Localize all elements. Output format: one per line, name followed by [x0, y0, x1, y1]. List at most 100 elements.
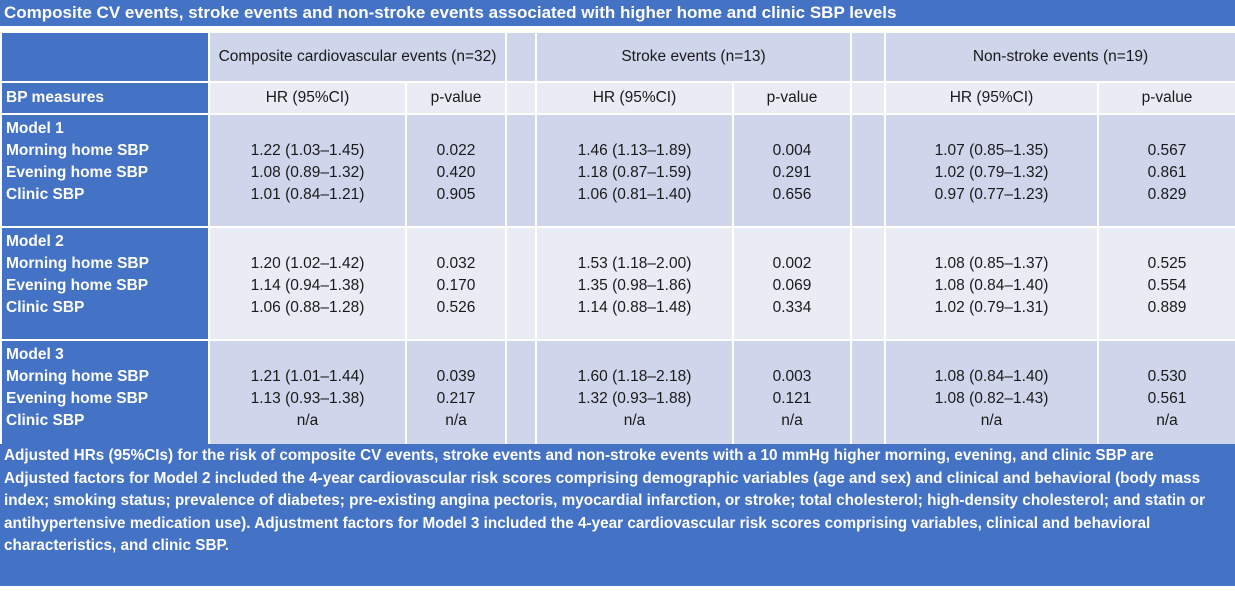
p-value: 0.039 — [436, 368, 476, 385]
hr-value: 1.01 (0.84–1.21) — [250, 186, 365, 203]
p-value: 0.905 — [436, 186, 476, 203]
p-value: 0.032 — [436, 255, 476, 272]
p-value: 0.022 — [436, 142, 476, 159]
row-label: Morning home SBP — [6, 255, 149, 272]
spacer-cell — [505, 339, 537, 454]
spacer-cell — [505, 226, 537, 341]
spacer-cell — [850, 31, 887, 83]
p-value: 0.291 — [772, 164, 812, 181]
p-value: 0.069 — [772, 277, 812, 294]
hr-value: n/a — [980, 412, 1003, 429]
model-name: Model 1 — [6, 120, 64, 137]
p-value: 0.554 — [1147, 277, 1187, 294]
model-name: Model 3 — [6, 346, 64, 363]
spacer-cell — [505, 81, 537, 115]
row-label: Evening home SBP — [6, 164, 149, 181]
row-label: Morning home SBP — [6, 142, 149, 159]
hr-value: 1.20 (1.02–1.42) — [250, 255, 365, 272]
composite-hr-cell: 1.20 (1.02–1.42) 1.14 (0.94–1.38) 1.06 (… — [208, 226, 407, 341]
model-block-2: Model 2 Morning home SBP Evening home SB… — [0, 226, 1235, 341]
p-value: 0.420 — [436, 164, 476, 181]
p-value: n/a — [1156, 412, 1178, 429]
hr-value: 1.14 (0.94–1.38) — [250, 277, 365, 294]
sub-header-row: BP measures HR (95%CI) p-value HR (95%CI… — [0, 81, 1235, 115]
row-label: Morning home SBP — [6, 368, 149, 385]
p-value: 0.170 — [436, 277, 476, 294]
nonstroke-hr-header: HR (95%CI) — [884, 81, 1100, 115]
model-label-cell: Model 1 Morning home SBP Evening home SB… — [0, 113, 210, 228]
table-footnote: Adjusted HRs (95%CIs) for the risk of co… — [0, 444, 1235, 586]
p-value: n/a — [781, 412, 803, 429]
nonstroke-p-cell: 0.525 0.554 0.889 — [1097, 226, 1235, 341]
stroke-p-cell: 0.002 0.069 0.334 — [731, 226, 853, 341]
hr-value: 1.08 (0.89–1.32) — [250, 164, 365, 181]
hr-value: n/a — [296, 412, 319, 429]
hr-value: n/a — [623, 412, 646, 429]
model-name: Model 2 — [6, 233, 64, 250]
stroke-hr-cell: 1.60 (1.18–2.18) 1.32 (0.93–1.88) n/a — [535, 339, 734, 454]
spacer-cell — [850, 339, 887, 454]
composite-hr-cell: 1.21 (1.01–1.44) 1.13 (0.93–1.38) n/a — [208, 339, 407, 454]
row-label: Clinic SBP — [6, 299, 85, 316]
composite-p-cell: 0.039 0.217 n/a — [405, 339, 507, 454]
stroke-p-header: p-value — [731, 81, 853, 115]
hr-value: 1.14 (0.88–1.48) — [577, 299, 692, 316]
p-value: 0.004 — [772, 142, 812, 159]
composite-p-header: p-value — [405, 81, 507, 115]
stroke-header: Stroke events (n=13) — [534, 31, 853, 83]
row-label: Evening home SBP — [6, 277, 149, 294]
p-value: 0.567 — [1147, 142, 1187, 159]
p-value: 0.217 — [436, 390, 476, 407]
hr-value: 1.46 (1.13–1.89) — [577, 142, 692, 159]
composite-header: Composite cardiovascular events (n=32) — [208, 31, 507, 83]
composite-p-cell: 0.022 0.420 0.905 — [405, 113, 507, 228]
p-value: 0.334 — [772, 299, 812, 316]
table-title: Composite CV events, stroke events and n… — [0, 0, 1235, 26]
stroke-hr-cell: 1.46 (1.13–1.89) 1.18 (0.87–1.59) 1.06 (… — [535, 113, 734, 228]
p-value: 0.121 — [772, 390, 812, 407]
group-header-row: Composite cardiovascular events (n=32) S… — [0, 31, 1235, 83]
hr-value: 1.53 (1.18–2.00) — [577, 255, 692, 272]
nonstroke-header: Non-stroke events (n=19) — [884, 31, 1235, 83]
model-block-1: Model 1 Morning home SBP Evening home SB… — [0, 113, 1235, 228]
hr-value: 1.06 (0.81–1.40) — [577, 186, 692, 203]
nonstroke-hr-cell: 1.08 (0.84–1.40) 1.08 (0.82–1.43) n/a — [884, 339, 1100, 454]
bp-measures-header: BP measures — [0, 81, 210, 115]
results-table: Composite cardiovascular events (n=32) S… — [0, 31, 1235, 454]
hr-value: 1.60 (1.18–2.18) — [577, 368, 692, 385]
spacer-cell — [850, 81, 887, 115]
composite-p-cell: 0.032 0.170 0.526 — [405, 226, 507, 341]
p-value: 0.561 — [1147, 390, 1187, 407]
hr-value: 1.08 (0.85–1.37) — [934, 255, 1049, 272]
corner-header-cell — [0, 31, 210, 83]
stroke-hr-header: HR (95%CI) — [535, 81, 734, 115]
spacer-cell — [850, 113, 887, 228]
footnote-line-2: Adjusted factors for Model 2 included th… — [4, 469, 1206, 555]
nonstroke-p-cell: 0.567 0.861 0.829 — [1097, 113, 1235, 228]
hr-value: 1.08 (0.84–1.40) — [934, 368, 1049, 385]
composite-hr-cell: 1.22 (1.03–1.45) 1.08 (0.89–1.32) 1.01 (… — [208, 113, 407, 228]
stroke-p-cell: 0.003 0.121 n/a — [731, 339, 853, 454]
p-value: 0.829 — [1147, 186, 1187, 203]
hr-value: 1.06 (0.88–1.28) — [250, 299, 365, 316]
hr-value: 1.08 (0.82–1.43) — [934, 390, 1049, 407]
spacer-cell — [505, 113, 537, 228]
nonstroke-hr-cell: 1.07 (0.85–1.35) 1.02 (0.79–1.32) 0.97 (… — [884, 113, 1100, 228]
p-value: 0.526 — [436, 299, 476, 316]
hr-value: 0.97 (0.77–1.23) — [934, 186, 1049, 203]
nonstroke-hr-cell: 1.08 (0.85–1.37) 1.08 (0.84–1.40) 1.02 (… — [884, 226, 1100, 341]
hr-value: 1.13 (0.93–1.38) — [250, 390, 365, 407]
hr-value: 1.08 (0.84–1.40) — [934, 277, 1049, 294]
stroke-p-cell: 0.004 0.291 0.656 — [731, 113, 853, 228]
p-value: 0.002 — [772, 255, 812, 272]
hr-value: 1.18 (0.87–1.59) — [577, 164, 692, 181]
hr-value: 1.35 (0.98–1.86) — [577, 277, 692, 294]
p-value: 0.525 — [1147, 255, 1187, 272]
composite-hr-header: HR (95%CI) — [208, 81, 407, 115]
model-label-cell: Model 3 Morning home SBP Evening home SB… — [0, 339, 210, 454]
row-label: Evening home SBP — [6, 390, 149, 407]
model-label-cell: Model 2 Morning home SBP Evening home SB… — [0, 226, 210, 341]
spacer-cell — [505, 31, 537, 83]
row-label: Clinic SBP — [6, 186, 85, 203]
p-value: 0.003 — [772, 368, 812, 385]
